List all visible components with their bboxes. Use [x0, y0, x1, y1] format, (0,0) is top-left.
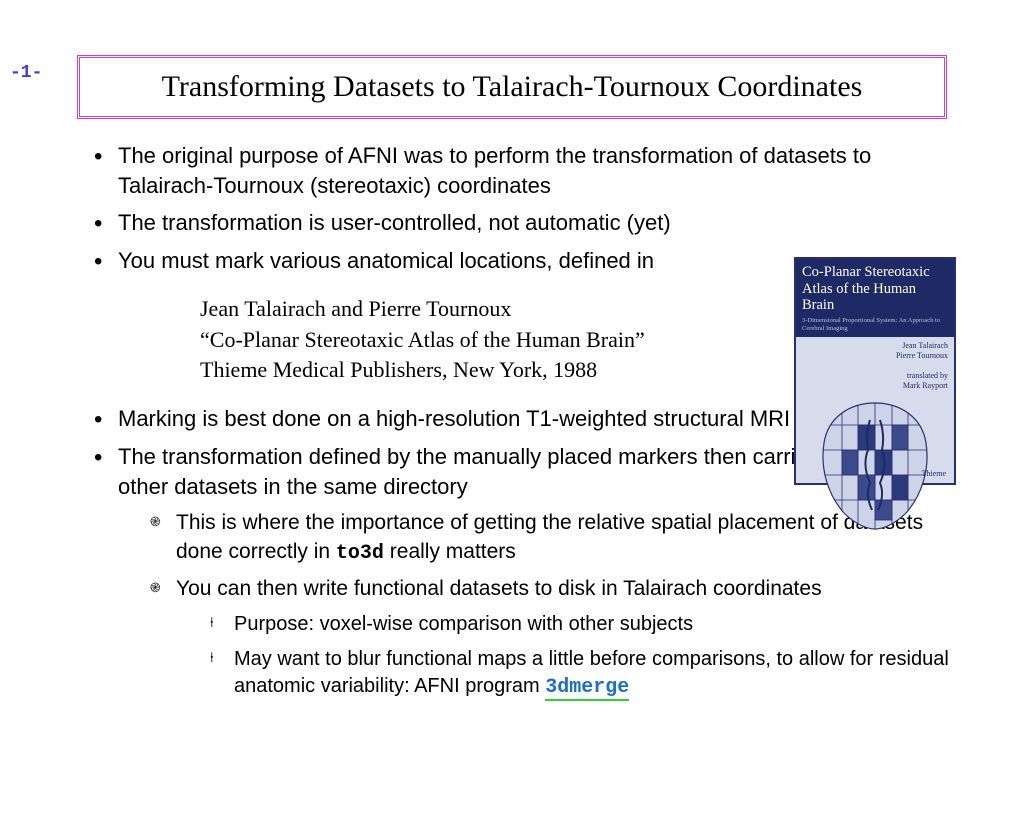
sub-bullet-list: This is where the importance of getting …	[148, 509, 964, 701]
slide-title: Transforming Datasets to Talairach-Tourn…	[100, 70, 924, 104]
book-publisher: Thieme	[922, 469, 946, 478]
bullet-item: The original purpose of AFNI was to perf…	[90, 141, 964, 200]
bullet-text: Marking is best done on a high-resolutio…	[118, 406, 867, 431]
page-number: -1-	[10, 63, 42, 83]
book-author: Jean Talairach	[902, 341, 948, 350]
book-cover: Co-Planar Stereotaxic Atlas of the Human…	[794, 257, 956, 485]
subsub-bullet-item: Purpose: voxel-wise comparison with othe…	[206, 611, 964, 638]
subsub-bullet-item: May want to blur functional maps a littl…	[206, 646, 964, 701]
subsub-bullet-list: Purpose: voxel-wise comparison with othe…	[206, 611, 964, 701]
book-title-line: Atlas of the Human Brain	[802, 281, 916, 314]
book-title: Co-Planar Stereotaxic Atlas of the Human…	[796, 259, 954, 317]
book-translated-label: translated by	[907, 371, 948, 380]
bullet-item: The transformation is user-controlled, n…	[90, 208, 964, 238]
book-title-line: Co-Planar Stereotaxic	[802, 264, 930, 280]
subsub-bullet-text: Purpose: voxel-wise comparison with othe…	[234, 613, 693, 635]
program-link[interactable]: 3dmerge	[545, 676, 629, 701]
inline-code: to3d	[336, 542, 384, 565]
book-translator: Mark Rayport	[903, 381, 948, 390]
brain-illustration	[810, 395, 940, 535]
book-author: Pierre Tournoux	[896, 351, 948, 360]
bullet-text: You must mark various anatomical locatio…	[118, 248, 654, 273]
title-frame: Transforming Datasets to Talairach-Tourn…	[77, 55, 947, 119]
brain-icon	[810, 395, 940, 535]
bullet-text: The original purpose of AFNI was to perf…	[118, 143, 871, 198]
sub-bullet-text: really matters	[384, 540, 516, 563]
bullet-list-top: The original purpose of AFNI was to perf…	[90, 141, 964, 276]
sub-bullet-item: You can then write functional datasets t…	[148, 575, 964, 701]
book-subtitle: 3-Dimensional Proportional System: An Ap…	[796, 317, 954, 337]
book-authors: Jean Talairach Pierre Tournoux translate…	[796, 337, 954, 393]
bullet-text: The transformation is user-controlled, n…	[118, 210, 671, 235]
sub-bullet-text: You can then write functional datasets t…	[176, 577, 822, 600]
